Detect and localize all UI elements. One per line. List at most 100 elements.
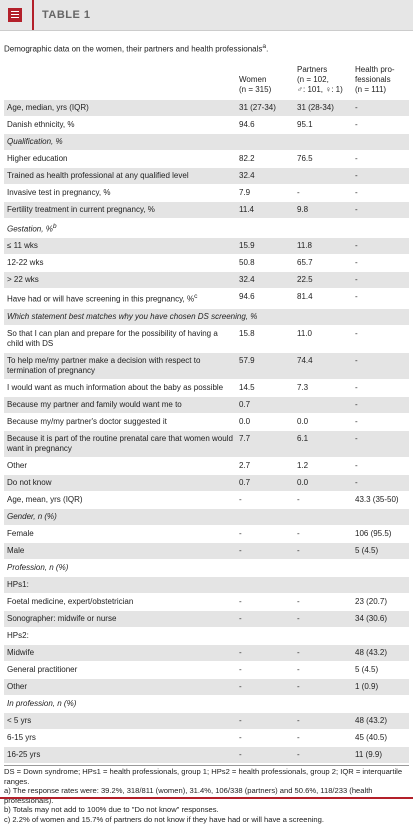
row: Qualification, % xyxy=(4,133,409,151)
cell: - xyxy=(355,460,358,470)
heading-text: Gestation, % xyxy=(7,224,53,234)
row-label: Trained as health professional at any qu… xyxy=(4,167,236,184)
header-line: Women xyxy=(239,74,267,84)
cell: 11.8 xyxy=(297,241,312,251)
table: Women (n = 315) Partners (n = 102, ♂: 101, ♀… xyxy=(4,62,409,763)
row: Male - - 5 (4.5) xyxy=(4,542,409,560)
cell: 0.7 xyxy=(239,399,251,409)
cell: 1 (0.9) xyxy=(355,681,379,691)
cell: 15.8 xyxy=(239,328,255,338)
cell: 7.7 xyxy=(239,433,251,443)
cell: 50.8 xyxy=(239,258,255,268)
column-header: Health pro-fessionals (n = 111) xyxy=(352,62,409,100)
row-label: Fertility treatment in current pregnancy… xyxy=(4,201,236,218)
row: Midwife - - 48 (43.2) xyxy=(4,644,409,662)
note: b xyxy=(52,222,57,230)
cell: - xyxy=(297,664,300,674)
cell: - xyxy=(355,241,358,251)
label-text: Female xyxy=(7,528,34,538)
footnote: c) 2.2% of women and 15.7% of partners d… xyxy=(4,814,324,824)
cell: - xyxy=(297,528,300,538)
label-text: > 22 wks xyxy=(7,275,39,285)
label-text: 12-22 wks xyxy=(7,258,44,268)
cell xyxy=(294,167,352,184)
row: ≤ 11 wks 15.9 11.8 - xyxy=(4,237,409,255)
cell: - xyxy=(355,382,358,392)
label-text: Because my/my partner's doctor suggested… xyxy=(7,416,167,426)
row-label: ≤ 11 wks xyxy=(4,238,236,255)
header-line: Partners xyxy=(297,64,328,74)
section-heading: Gestation, %b xyxy=(4,218,409,238)
cell: 82.2 xyxy=(239,153,255,163)
row: Gender, n (%) xyxy=(4,508,409,526)
cell: - xyxy=(297,715,300,725)
row-label: Other xyxy=(4,457,236,474)
cell: - xyxy=(355,119,358,129)
header-line: ♂: 101, ♀: 1) xyxy=(297,84,343,94)
label-text: Trained as health professional at any qu… xyxy=(7,170,189,180)
row-label: Invasive test in pregnancy, % xyxy=(4,184,236,201)
row: Invasive test in pregnancy, % 7.9 - - xyxy=(4,184,409,201)
cell: - xyxy=(239,732,242,742)
cell: 23 (20.7) xyxy=(355,596,388,606)
cell xyxy=(236,576,294,593)
cell: 76.5 xyxy=(297,153,313,163)
caption: Demographic data on the women, their par… xyxy=(4,43,269,54)
section-heading: Gender, n (%) xyxy=(4,508,409,525)
cell: 57.9 xyxy=(239,355,255,365)
row-label: > 22 wks xyxy=(4,272,236,289)
cell: 11 (9.9) xyxy=(355,749,382,759)
cell: - xyxy=(239,545,242,555)
row-label: Have had or will have screening in this … xyxy=(4,289,236,309)
row: General practitioner - - 5 (4.5) xyxy=(4,661,409,678)
header-line: Health pro- xyxy=(355,64,395,74)
cell: - xyxy=(239,528,242,538)
heading-text: Profession, n (%) xyxy=(7,562,69,572)
cell: 43.3 (35-50) xyxy=(355,494,399,504)
cell: 34 (30.6) xyxy=(355,613,388,623)
row-label: Age, median, yrs (IQR) xyxy=(4,99,236,116)
label-text: Male xyxy=(7,545,25,555)
row-label: Because my partner and family would want… xyxy=(4,396,236,413)
row: To help me/my partner make a decision wi… xyxy=(4,352,409,380)
header: TABLE 1 xyxy=(0,0,413,31)
cell: 94.6 xyxy=(239,292,255,302)
cell: 81.4 xyxy=(297,292,313,302)
label-text: Fertility treatment in current pregnancy… xyxy=(7,204,155,214)
header-line: (n = 315) xyxy=(239,84,272,94)
label-text: Age, mean, yrs (IQR) xyxy=(7,494,83,504)
cell: - xyxy=(355,204,358,214)
label-text: 16-25 yrs xyxy=(7,749,41,759)
cell: - xyxy=(355,399,358,409)
row-label: General practitioner xyxy=(4,661,236,678)
row: HPs2: xyxy=(4,627,409,644)
cell: - xyxy=(355,258,358,268)
row: 16-25 yrs - - 11 (9.9) xyxy=(4,746,409,763)
cell: - xyxy=(239,494,242,504)
row-label: Sonographer: midwife or nurse xyxy=(4,610,236,627)
header-line: (n = 102, xyxy=(297,74,329,84)
heading-text: In profession, n (%) xyxy=(7,698,77,708)
row: Sonographer: midwife or nurse - - 34 (30.6) xyxy=(4,610,409,628)
section-heading: Profession, n (%) xyxy=(4,559,409,576)
table-icon xyxy=(8,8,22,22)
cell: - xyxy=(355,328,358,338)
row-label: HPs1: xyxy=(4,576,236,593)
label-text: Have had or will have screening in this … xyxy=(7,294,195,304)
cell xyxy=(294,627,352,644)
cell: 94.6 xyxy=(239,119,255,129)
cell: - xyxy=(239,749,242,759)
cell: - xyxy=(355,416,358,426)
cell: 15.9 xyxy=(239,241,255,251)
cell xyxy=(352,576,409,593)
row: Because my partner and family would want… xyxy=(4,396,409,414)
cell: 14.5 xyxy=(239,382,255,392)
row: Age, median, yrs (IQR) 31 (27-34) 31 (28-3… xyxy=(4,99,409,117)
row: Foetal medicine, expert/obstetrician - - 23… xyxy=(4,593,409,610)
cell: - xyxy=(239,647,242,657)
cell: - xyxy=(297,596,300,606)
cell: 106 (95.5) xyxy=(355,528,392,538)
heading-text: Gender, n (%) xyxy=(7,511,57,521)
cell: 32.4 xyxy=(239,275,255,285)
